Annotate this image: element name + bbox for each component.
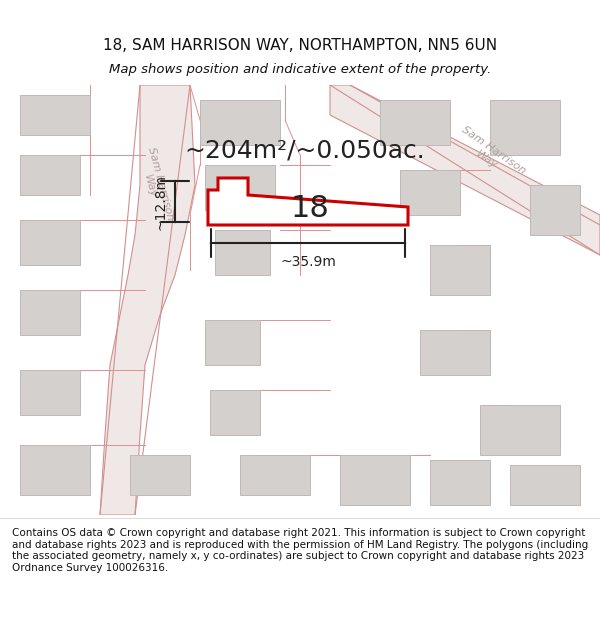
Text: Sam Harrison
Way: Sam Harrison Way: [453, 124, 527, 186]
Text: Contains OS data © Crown copyright and database right 2021. This information is : Contains OS data © Crown copyright and d…: [12, 528, 588, 573]
Text: 18, SAM HARRISON WAY, NORTHAMPTON, NN5 6UN: 18, SAM HARRISON WAY, NORTHAMPTON, NN5 6…: [103, 38, 497, 53]
Text: ~204m²/~0.050ac.: ~204m²/~0.050ac.: [185, 138, 425, 162]
Polygon shape: [420, 330, 490, 375]
Polygon shape: [20, 370, 80, 415]
Polygon shape: [510, 465, 580, 505]
Polygon shape: [20, 445, 90, 495]
Polygon shape: [340, 455, 410, 505]
Polygon shape: [430, 460, 490, 505]
Polygon shape: [330, 85, 600, 255]
Text: Map shows position and indicative extent of the property.: Map shows position and indicative extent…: [109, 63, 491, 76]
Polygon shape: [20, 290, 80, 335]
Polygon shape: [200, 100, 280, 145]
Polygon shape: [205, 320, 260, 365]
Polygon shape: [380, 100, 450, 145]
Polygon shape: [130, 455, 190, 495]
Polygon shape: [210, 390, 260, 435]
Polygon shape: [20, 95, 90, 135]
Text: ~35.9m: ~35.9m: [280, 255, 336, 269]
Polygon shape: [480, 405, 560, 455]
Polygon shape: [490, 100, 560, 155]
Polygon shape: [20, 155, 80, 195]
Polygon shape: [400, 170, 460, 215]
Text: ~12.8m: ~12.8m: [153, 174, 167, 229]
Polygon shape: [20, 220, 80, 265]
Polygon shape: [430, 245, 490, 295]
Polygon shape: [215, 230, 270, 275]
Text: Sam Harrison
Way: Sam Harrison Way: [135, 146, 175, 224]
Polygon shape: [240, 455, 310, 495]
Text: 18: 18: [290, 194, 329, 222]
Polygon shape: [208, 178, 408, 225]
Polygon shape: [100, 85, 195, 515]
Polygon shape: [205, 165, 275, 210]
Polygon shape: [530, 185, 580, 235]
